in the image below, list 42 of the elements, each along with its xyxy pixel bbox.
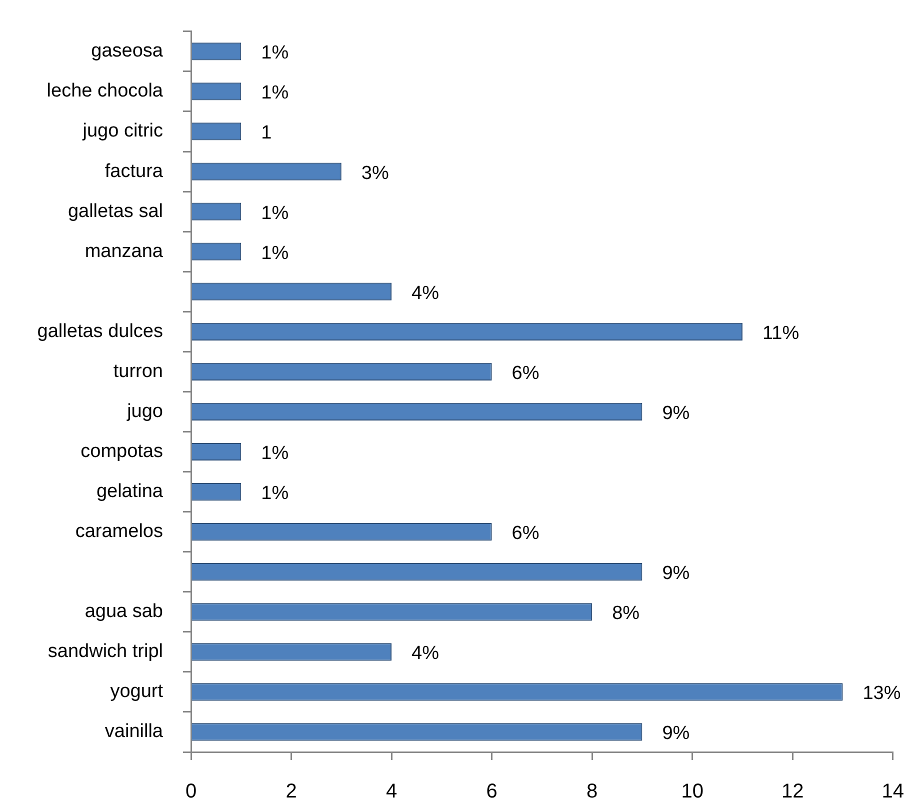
y-tick-label: caramelos	[75, 521, 163, 542]
data-label: 1%	[261, 42, 289, 64]
data-label: 3%	[361, 162, 389, 184]
x-tick-label: 14	[882, 780, 904, 803]
data-label: 1%	[261, 202, 289, 224]
y-tick-label: leche chocola	[46, 80, 164, 102]
data-label: 9%	[662, 563, 690, 584]
y-tick-label: galletas sal	[68, 200, 163, 222]
data-label: 4%	[412, 282, 440, 304]
y-tick-label: agua sab	[84, 601, 163, 622]
y-tick-label: compotas	[80, 440, 163, 462]
data-label: 1%	[261, 242, 289, 264]
data-label: 9%	[662, 723, 690, 744]
x-tick-label: 12	[781, 780, 804, 803]
y-tick-label: sandwich tripl	[48, 641, 163, 662]
data-label: 1%	[261, 483, 289, 504]
y-tick-label: gelatina	[96, 481, 164, 502]
y-tick-label: manzana	[84, 240, 164, 262]
data-label: 1	[261, 122, 272, 144]
y-tick-label: gaseosa	[91, 40, 164, 62]
y-tick-label: turron	[113, 360, 163, 382]
y-tick-label: factura	[104, 160, 164, 182]
y-tick-label: yogurt	[110, 681, 164, 702]
data-label: 11%	[762, 322, 800, 344]
x-tick-label: 0	[185, 780, 197, 803]
y-tick-label: jugo citric	[82, 120, 163, 142]
x-tick-label: 8	[586, 780, 598, 803]
data-label: 6%	[512, 362, 540, 384]
x-tick-label: 6	[486, 780, 498, 803]
data-label: 9%	[662, 402, 690, 424]
y-tick-label: vainilla	[104, 721, 164, 742]
y-tick-label: jugo	[126, 400, 163, 422]
data-label: 1%	[261, 82, 289, 104]
x-tick-label: 10	[681, 780, 704, 803]
x-tick-label: 4	[386, 780, 398, 803]
data-label: 8%	[612, 603, 640, 624]
data-label: 6%	[512, 523, 540, 544]
data-label: 1%	[261, 442, 289, 464]
y-tick-label: galletas dulces	[37, 320, 163, 342]
data-label: 4%	[412, 643, 440, 664]
data-label: 13%	[862, 683, 901, 704]
x-tick-label: 2	[286, 780, 297, 803]
